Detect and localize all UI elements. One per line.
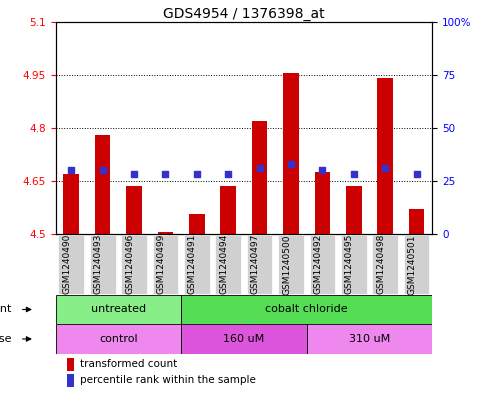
FancyBboxPatch shape	[310, 235, 335, 294]
Text: 310 uM: 310 uM	[349, 334, 390, 344]
Bar	[181, 295, 432, 324]
Text: GSM1240496: GSM1240496	[125, 234, 134, 294]
Bar	[283, 73, 299, 234]
Bar	[189, 214, 205, 234]
Text: percentile rank within the sample: percentile rank within the sample	[80, 375, 256, 386]
Bar	[67, 358, 73, 371]
Bar	[56, 295, 181, 324]
Text: 160 uM: 160 uM	[223, 334, 265, 344]
Bar	[409, 209, 425, 234]
Bar	[346, 186, 362, 234]
Point	[68, 167, 75, 173]
Point	[350, 171, 357, 178]
Text: control: control	[99, 334, 138, 344]
Bar	[181, 324, 307, 354]
Text: GSM1240501: GSM1240501	[408, 234, 416, 294]
Text: GSM1240497: GSM1240497	[251, 234, 260, 294]
FancyBboxPatch shape	[404, 235, 429, 294]
Text: untreated: untreated	[91, 305, 146, 314]
FancyBboxPatch shape	[341, 235, 367, 294]
FancyBboxPatch shape	[153, 235, 178, 294]
Bar	[157, 232, 173, 234]
FancyBboxPatch shape	[247, 235, 272, 294]
Point	[319, 167, 327, 173]
Point	[130, 171, 138, 178]
Title: GDS4954 / 1376398_at: GDS4954 / 1376398_at	[163, 7, 325, 20]
Point	[224, 171, 232, 178]
Text: agent: agent	[0, 305, 12, 314]
Point	[256, 165, 264, 171]
Bar	[56, 324, 181, 354]
Bar	[95, 135, 111, 234]
FancyBboxPatch shape	[278, 235, 304, 294]
FancyBboxPatch shape	[121, 235, 147, 294]
Text: GSM1240493: GSM1240493	[94, 234, 103, 294]
Bar	[63, 174, 79, 234]
FancyBboxPatch shape	[90, 235, 115, 294]
FancyBboxPatch shape	[372, 235, 398, 294]
FancyBboxPatch shape	[184, 235, 210, 294]
Text: cobalt chloride: cobalt chloride	[265, 305, 348, 314]
Bar	[307, 324, 432, 354]
Bar	[377, 78, 393, 234]
Bar	[67, 374, 73, 387]
FancyBboxPatch shape	[58, 235, 84, 294]
Point	[382, 165, 389, 171]
Text: dose: dose	[0, 334, 12, 344]
Text: GSM1240491: GSM1240491	[188, 234, 197, 294]
Text: GSM1240495: GSM1240495	[345, 234, 354, 294]
Text: GSM1240500: GSM1240500	[282, 234, 291, 294]
Text: transformed count: transformed count	[80, 359, 177, 369]
Point	[287, 161, 295, 167]
Point	[193, 171, 201, 178]
Text: GSM1240494: GSM1240494	[219, 234, 228, 294]
Text: GSM1240492: GSM1240492	[313, 234, 323, 294]
Bar	[314, 172, 330, 234]
Text: GSM1240498: GSM1240498	[376, 234, 385, 294]
Text: GSM1240490: GSM1240490	[62, 234, 71, 294]
Bar	[126, 186, 142, 234]
Point	[99, 167, 107, 173]
FancyBboxPatch shape	[215, 235, 241, 294]
Bar	[252, 121, 268, 234]
Point	[412, 171, 420, 178]
Point	[161, 171, 170, 178]
Text: GSM1240499: GSM1240499	[156, 234, 165, 294]
Bar	[220, 186, 236, 234]
